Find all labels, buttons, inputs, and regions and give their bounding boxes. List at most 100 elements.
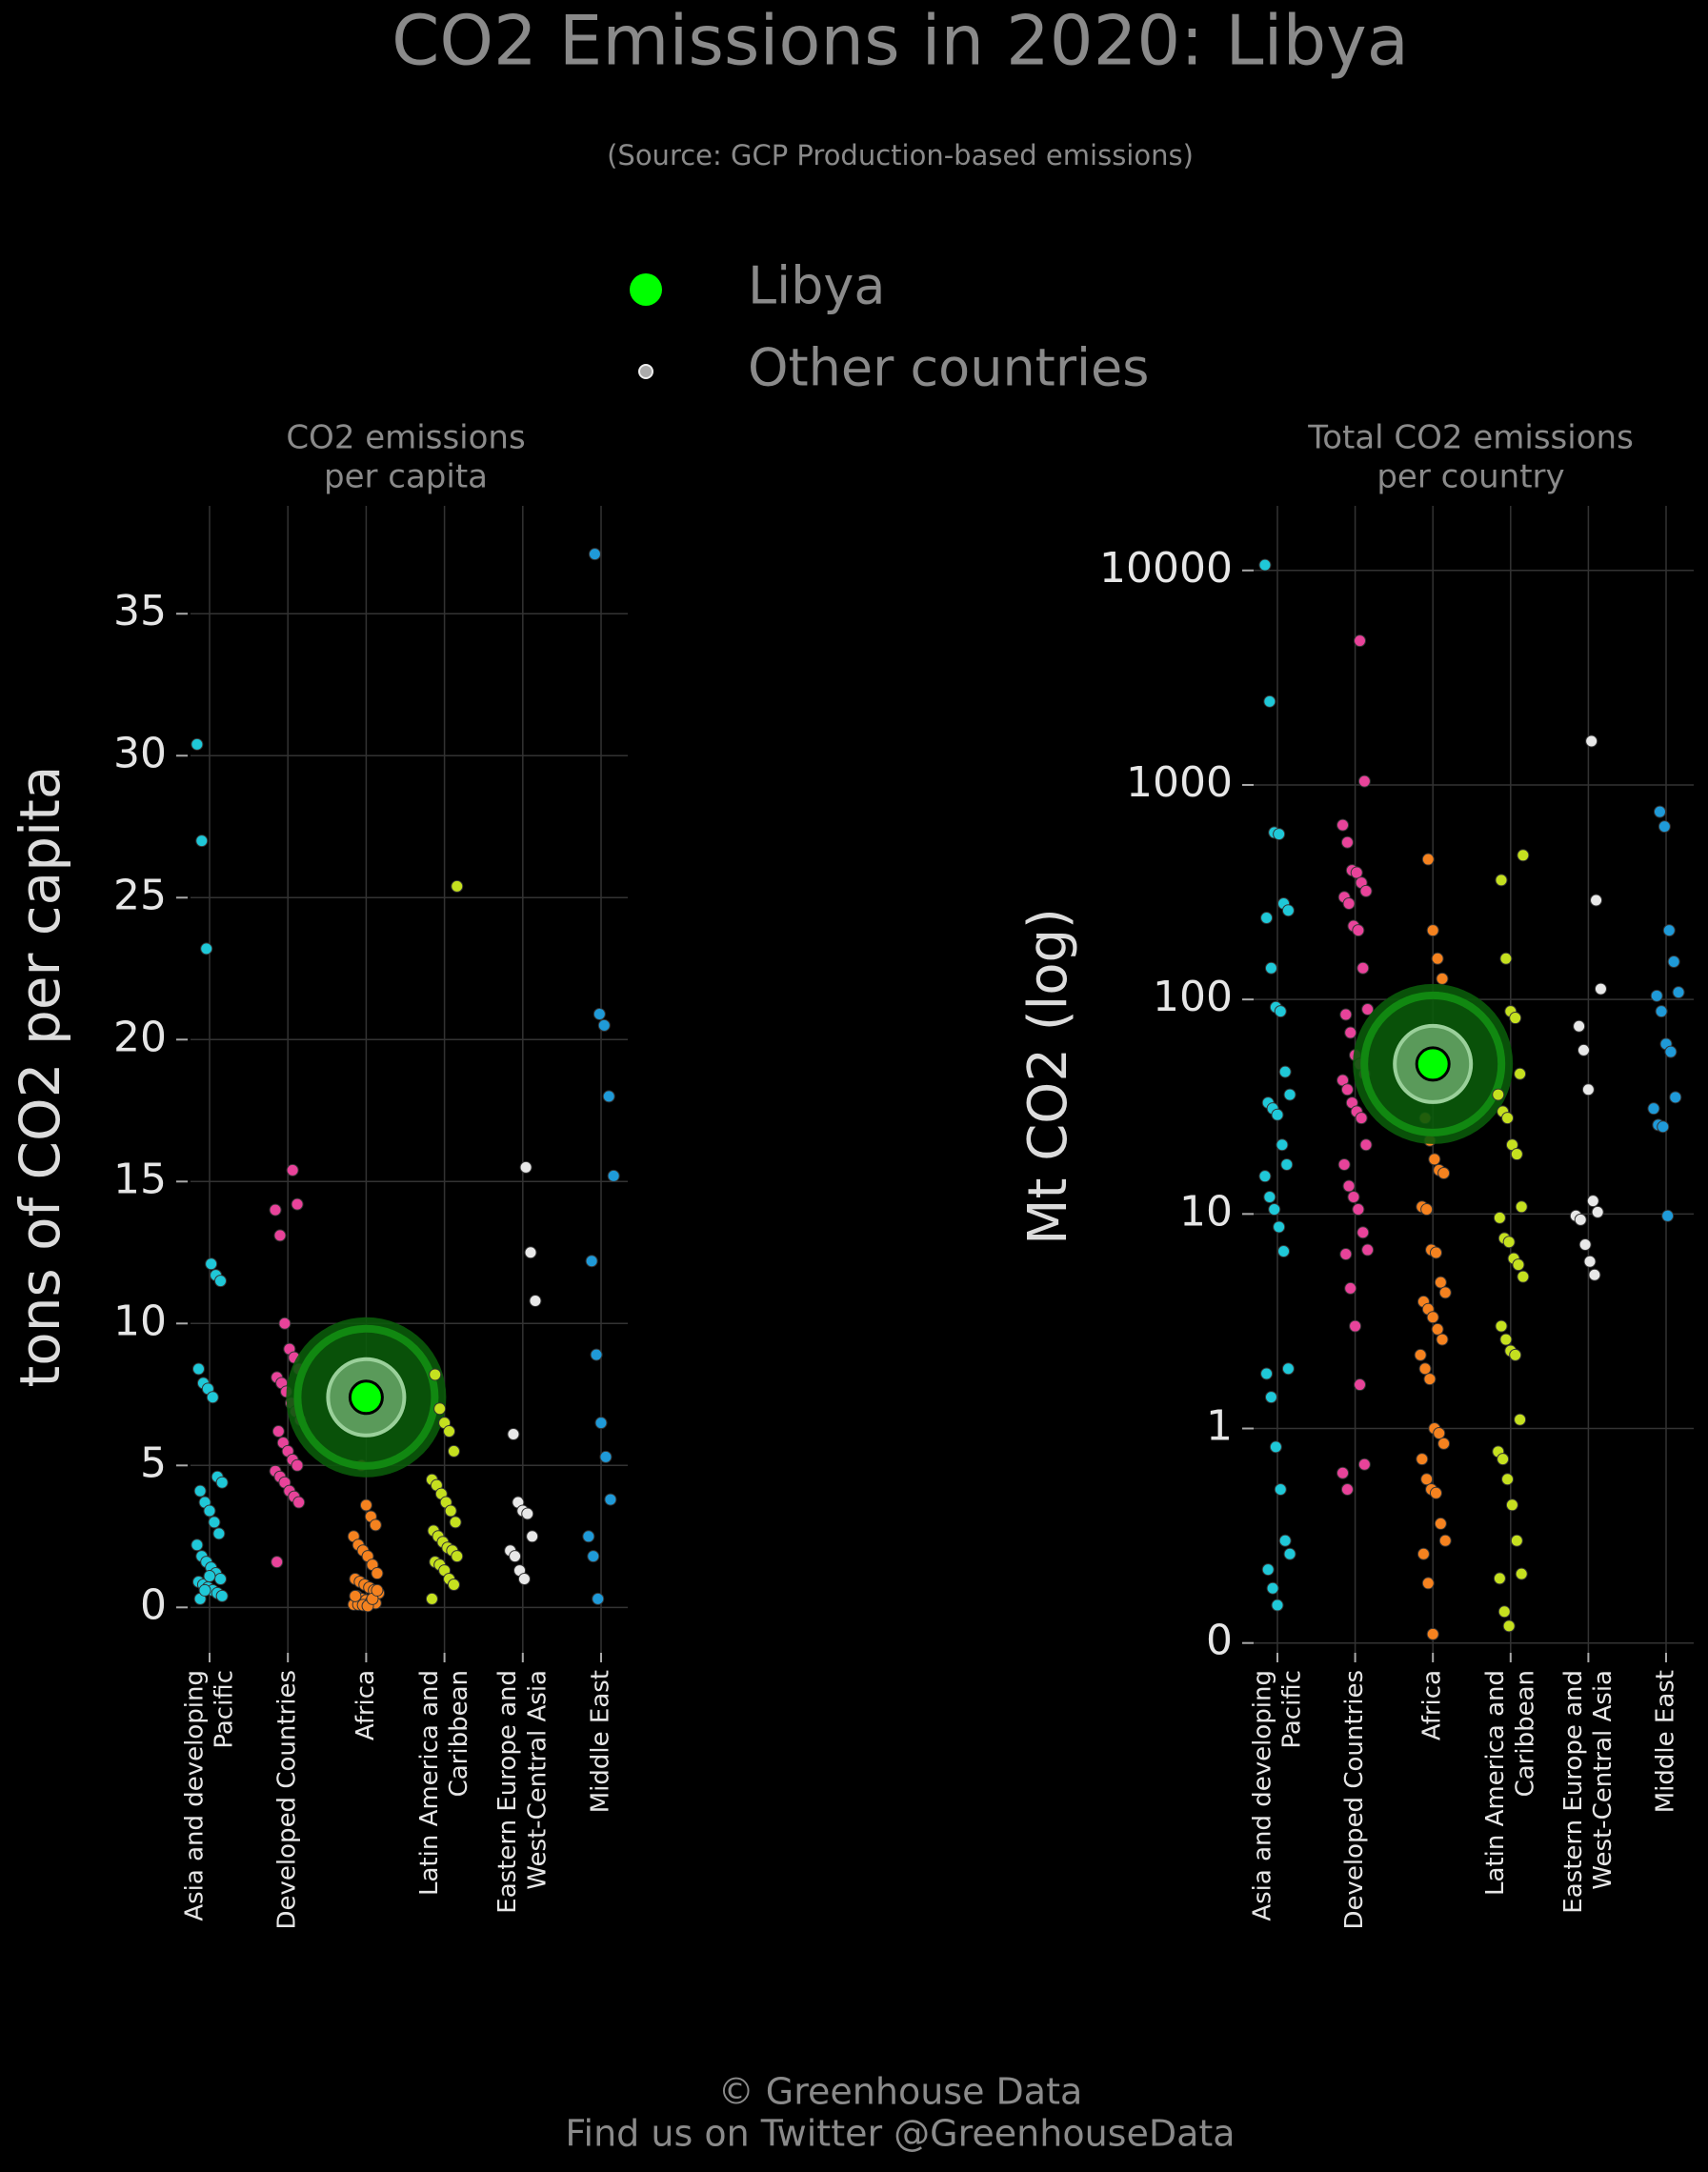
data-point [594,1417,608,1430]
data-point [1420,1203,1434,1217]
data-point [593,1007,606,1020]
data-point [1342,896,1356,910]
x-tick-label: Africa [1418,1670,1447,1740]
data-point [1268,1203,1281,1217]
data-point [193,1484,207,1498]
data-point [1590,894,1603,907]
data-point [429,1368,442,1381]
data-point [1501,1473,1515,1486]
data-point [1497,1453,1510,1466]
data-point [1502,1236,1516,1249]
data-point [198,1583,211,1597]
data-point [1438,1534,1452,1547]
data-point [1436,1333,1449,1346]
data-point [1581,1083,1595,1096]
data-point [1510,1534,1523,1547]
data-point [291,1458,304,1472]
data-point [1278,1534,1292,1547]
data-point [1273,828,1286,841]
data-point [1271,1599,1284,1612]
data-point [271,1556,284,1569]
data-point [1510,1148,1523,1161]
data-point [1258,1170,1272,1183]
data-point [349,1589,362,1602]
y-tick-label: 5 [140,1438,167,1487]
panel-title: CO2 emissions per capita [286,418,525,495]
data-point [1499,1333,1513,1346]
data-point [286,1163,299,1176]
y-tick-label: 10 [1179,1187,1233,1236]
data-point [1361,1243,1375,1257]
data-point [215,1476,229,1489]
highlight-ring [1360,991,1506,1136]
data-point [1517,849,1530,862]
data-point [588,548,601,561]
data-point [205,1257,218,1271]
legend-marker [638,364,653,379]
data-point [1573,1019,1586,1033]
data-point [369,1518,382,1532]
data-point [1421,853,1435,866]
data-point [1661,1209,1675,1222]
data-point [1359,884,1373,897]
data-point [1501,1112,1515,1125]
data-point [191,1538,204,1552]
y-axis-label: tons of CO2 per capita [8,766,72,1388]
data-point [278,1317,291,1330]
data-point [1585,734,1598,748]
y-tick-label: 25 [113,871,167,919]
data-point [1271,1108,1284,1121]
data-point [1423,1373,1437,1386]
y-tick-label: 100 [1153,973,1233,1021]
data-point [1434,1276,1447,1289]
data-point [1655,1005,1668,1018]
data-point [590,1348,603,1361]
data-point [1269,1440,1282,1454]
data-point [529,1294,542,1307]
data-point [1352,924,1365,937]
data-point [1349,1319,1362,1333]
highlight-point [1415,1046,1451,1082]
data-point [1431,952,1444,965]
data-point [1274,1005,1287,1018]
x-tick-label: Developed Countries [273,1670,302,1929]
x-tick-label: Middle East [587,1670,615,1813]
data-point [519,1160,532,1174]
data-point [1493,1211,1506,1224]
x-tick-label: Middle East [1652,1670,1680,1813]
data-point [1647,1102,1660,1116]
y-tick-label: 20 [113,1013,167,1061]
data-point [1266,1581,1279,1595]
data-point [371,1567,384,1580]
data-point [1517,1270,1530,1283]
data-point [447,1578,460,1591]
data-point [1337,1157,1351,1171]
data-point [517,1573,531,1586]
data-point [447,1444,460,1458]
data-point [1420,1473,1434,1486]
data-point [1431,1322,1444,1336]
data-point [1352,1203,1365,1217]
data-point [1278,1065,1292,1078]
data-point [1340,1083,1354,1096]
data-point [1497,1605,1511,1619]
data-point [1350,866,1363,879]
data-point [1283,1547,1296,1560]
data-point [1437,1166,1451,1179]
data-point [1429,1486,1442,1499]
data-point [1591,1205,1604,1218]
data-point [602,1090,615,1103]
data-point [191,1362,205,1376]
y-tick-label: 0 [140,1580,167,1629]
data-point [269,1203,282,1217]
data-point [1502,1619,1516,1633]
data-point [1429,1246,1442,1259]
data-point [1359,1138,1373,1152]
x-tick-label: Developed Countries [1340,1670,1369,1929]
data-point [1264,961,1277,975]
data-point [1586,1195,1599,1208]
data-point [1495,874,1508,887]
data-point [1509,1012,1522,1025]
page-subtitle: (Source: GCP Production-based emissions) [607,139,1194,171]
data-point [1667,955,1680,968]
